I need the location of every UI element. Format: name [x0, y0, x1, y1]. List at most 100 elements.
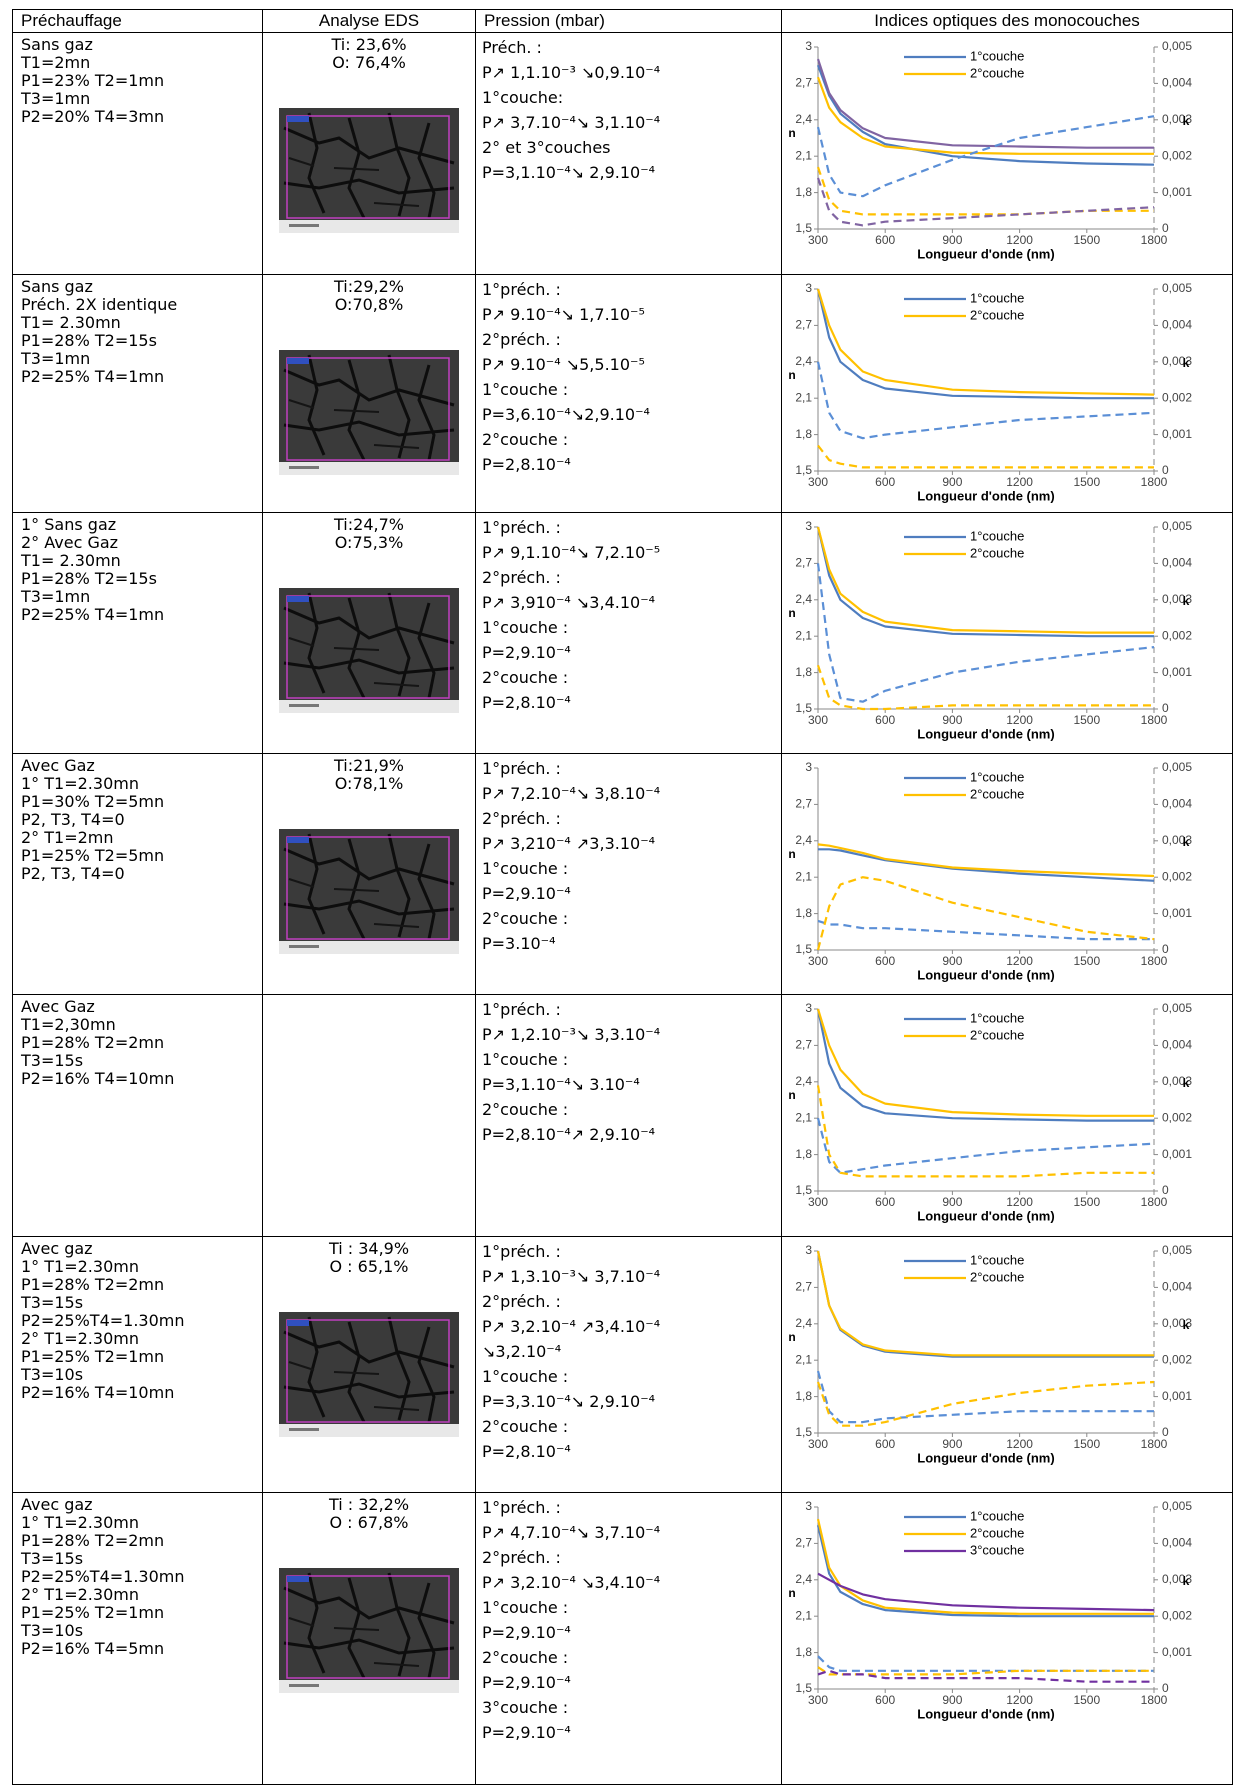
x-tick-label: 1200: [1006, 713, 1033, 727]
y2-tick-label: 0,005: [1162, 1001, 1192, 1015]
y2-tick-label: 0: [1162, 701, 1169, 715]
x-tick-label: 1200: [1006, 1195, 1033, 1209]
x-axis-title: Longueur d'onde (nm): [917, 246, 1054, 261]
x-tick-label: 1800: [1141, 954, 1168, 968]
eds-line: O:70,8%: [334, 295, 404, 314]
x-tick-label: 300: [808, 713, 828, 727]
k-curve: [817, 1666, 1154, 1676]
pressure-line: P↗ 9.10⁻⁴↘ 1,7.10⁻⁵: [482, 305, 645, 324]
y-tick-label: 1,8: [795, 185, 812, 199]
y-tick-label: 2,1: [795, 628, 812, 642]
y-tick-label: 2,7: [795, 1536, 812, 1550]
preheat-line: 1° T1=2.30mn: [21, 774, 139, 793]
y2-tick-label: 0: [1162, 463, 1169, 477]
x-tick-label: 1500: [1073, 713, 1100, 727]
y-tick-label: 3: [805, 760, 812, 774]
x-tick-label: 1500: [1073, 954, 1100, 968]
pressure-line: P=3,1.10⁻⁴↘ 2,9.10⁻⁴: [482, 163, 656, 182]
y2-tick-label: 0,004: [1162, 1536, 1192, 1550]
preheat-line: Préch. 2X identique: [21, 295, 178, 314]
pressure-line: 3°couche :: [482, 1698, 569, 1717]
y2-tick-label: 0,002: [1162, 1110, 1192, 1124]
chart-cell: 1,5 1,8 2,1 2,4 2,7 3 0 0,001 0,002 0,003 0,004 0,0…: [781, 994, 1233, 1237]
pressure-line: P↗ 4,7.10⁻⁴↘ 3,7.10⁻⁴: [482, 1523, 661, 1542]
x-axis-title: Longueur d'onde (nm): [917, 726, 1054, 741]
y2-tick-label: 0,004: [1162, 1038, 1192, 1052]
pressure-line: ↘3,2.10⁻⁴: [482, 1342, 562, 1361]
y2-tick-label: 0,001: [1162, 1147, 1192, 1161]
x-tick-label: 300: [808, 233, 828, 247]
y2-tick-label: 0: [1162, 1425, 1169, 1439]
y-tick-label: 2,4: [795, 354, 812, 368]
y2-tick-label: 0,001: [1162, 185, 1192, 199]
x-tick-label: 1500: [1073, 1195, 1100, 1209]
k-curve: [816, 115, 1155, 198]
y-tick-label: 1,5: [795, 1183, 812, 1197]
eds-cell: Ti : 32,2% O : 67,8%: [262, 1492, 476, 1785]
y-tick-label: 2,7: [795, 76, 812, 90]
y2-tick-label: 0,002: [1162, 869, 1192, 883]
pressure-line: 1°couche:: [482, 88, 564, 107]
y2-tick-label: 0,004: [1162, 76, 1192, 90]
y2-tick-label: 0,002: [1162, 148, 1192, 162]
eds-line: Ti: 23,6%: [331, 35, 407, 54]
preheat-line: P1=23% T2=1mn: [21, 71, 165, 90]
x-tick-label: 300: [808, 1195, 828, 1209]
y-tick-label: 2,4: [795, 592, 812, 606]
preheat-line: Avec Gaz: [21, 997, 95, 1016]
preheat-cell: Avec gaz 1° T1=2.30mn P1=28% T2=2mn T3=15s P…: [12, 1492, 263, 1785]
chart: 1,5 1,8 2,1 2,4 2,7 3 0 0,001 0,002 0,003 0,004 0,0…: [788, 1001, 1192, 1223]
preheat-line: P2=20% T4=3mn: [21, 107, 165, 126]
x-tick-label: 900: [942, 713, 962, 727]
preheat-line: P1=28% T2=15s: [21, 331, 157, 350]
preheat-line: 2° T1=2mn: [21, 828, 114, 847]
preheat-line: P2=16% T4=5mn: [21, 1639, 165, 1658]
k-curve: [817, 1669, 1154, 1683]
x-tick-label: 1200: [1006, 1693, 1033, 1707]
header-cell: Analyse EDS: [262, 9, 476, 33]
y2-tick-label: 0,001: [1162, 906, 1192, 920]
pressure-line: 1°préch. :: [482, 1000, 561, 1019]
pressure-line: P↗ 9,1.10⁻⁴↘ 7,2.10⁻⁵: [482, 543, 661, 562]
y-tick-label: 2,7: [795, 1280, 812, 1294]
sem-image: [279, 1568, 459, 1693]
eds-line: O : 67,8%: [329, 1513, 409, 1532]
n-curve: [816, 1524, 1154, 1618]
y-tick-label: 1,5: [795, 221, 812, 235]
y2-tick-label: 0: [1162, 942, 1169, 956]
y-axis-title: n: [788, 1586, 795, 1600]
y-tick-label: 2,7: [795, 318, 812, 332]
pressure-line: 2°couche :: [482, 909, 569, 928]
preheat-line: 2° T1=2.30mn: [21, 1585, 139, 1604]
y-tick-label: 1,5: [795, 1425, 812, 1439]
eds-line: O:75,3%: [334, 533, 404, 552]
x-tick-label: 1200: [1006, 475, 1033, 489]
pressure-line: 2°couche :: [482, 1648, 569, 1667]
x-tick-label: 600: [875, 233, 895, 247]
pressure-line: 1°préch. :: [482, 1498, 561, 1517]
x-tick-label: 1800: [1141, 1693, 1168, 1707]
pressure-cell: 1°préch. : P↗ 9.10⁻⁴↘ 1,7.10⁻⁵ 2°préch. : P…: [475, 274, 782, 513]
pressure-line: P=2,9.10⁻⁴: [482, 884, 571, 903]
preheat-line: Sans gaz: [21, 35, 93, 54]
n-curve: [816, 1008, 1154, 1122]
eds-line: Ti:24,7%: [334, 515, 404, 534]
chart: 1,5 1,8 2,1 2,4 2,7 3 0 0,001 0,002 0,003 0,004 0,0…: [788, 519, 1192, 741]
preheat-line: T3=1mn: [21, 349, 91, 368]
chart-cell: 1,5 1,8 2,1 2,4 2,7 3 0 0,001 0,002 0,003 0,004 0,0…: [781, 32, 1233, 275]
y-tick-label: 2,7: [795, 797, 812, 811]
sem-image: [279, 588, 459, 713]
pressure-cell: 1°préch. : P↗ 1,2.10⁻³↘ 3,3.10⁻⁴ 1°couche …: [475, 994, 782, 1237]
preheat-line: T3=15s: [21, 1051, 84, 1070]
pressure-line: 2°couche :: [482, 1100, 569, 1119]
y2-tick-label: 0: [1162, 221, 1169, 235]
pressure-cell: 1°préch. : P↗ 4,7.10⁻⁴↘ 3,7.10⁻⁴ 2°préch. …: [475, 1492, 782, 1785]
header-cell: Préchauffage: [12, 9, 263, 33]
legend-label: 3°couche: [970, 1542, 1024, 1557]
y-tick-label: 1,5: [795, 463, 812, 477]
x-tick-label: 900: [942, 233, 962, 247]
y-tick-label: 2,1: [795, 869, 812, 883]
preheat-line: Avec gaz: [21, 1495, 93, 1514]
eds-line: O:78,1%: [334, 774, 404, 793]
y2-tick-label: 0,001: [1162, 665, 1192, 679]
